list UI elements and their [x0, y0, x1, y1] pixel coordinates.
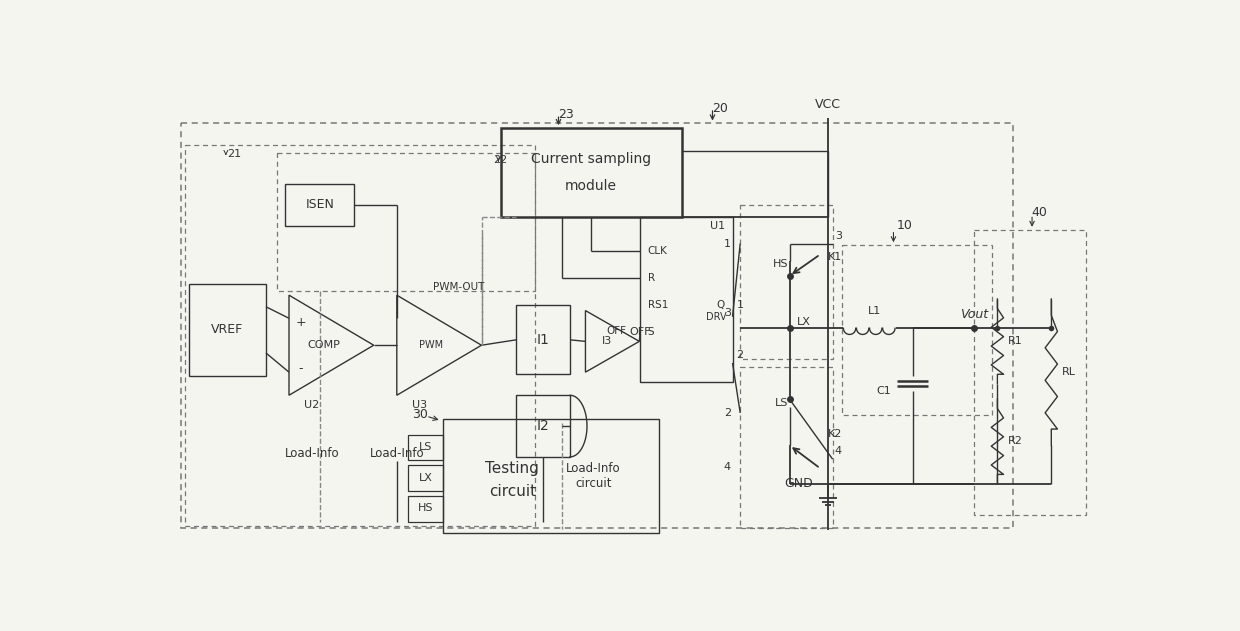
Text: 3: 3: [724, 308, 730, 318]
Bar: [842, 245, 992, 415]
Bar: [408, 435, 443, 460]
Text: PWM: PWM: [419, 340, 444, 350]
Text: 4: 4: [835, 447, 842, 456]
Text: 21: 21: [227, 150, 242, 159]
Text: RL: RL: [1063, 367, 1076, 377]
Text: 3: 3: [835, 231, 842, 241]
Text: GND: GND: [784, 477, 812, 490]
Text: circuit: circuit: [489, 484, 536, 499]
Text: LX: LX: [419, 473, 433, 483]
Text: 1: 1: [737, 300, 743, 310]
Bar: [640, 216, 733, 382]
Text: U2: U2: [305, 399, 320, 410]
Text: C1: C1: [877, 386, 892, 396]
Text: I1: I1: [537, 333, 549, 347]
Text: I3: I3: [601, 336, 613, 346]
Text: PWM-OUT: PWM-OUT: [433, 283, 484, 293]
Text: LS: LS: [775, 398, 787, 408]
Text: 2: 2: [737, 350, 744, 360]
Text: Load-Info: Load-Info: [370, 447, 424, 459]
Bar: [516, 395, 570, 457]
Text: R: R: [647, 273, 655, 283]
Bar: [188, 283, 265, 376]
Bar: [185, 145, 536, 526]
Text: Load-Info
circuit: Load-Info circuit: [565, 462, 620, 490]
Bar: [740, 205, 832, 359]
Bar: [408, 465, 443, 491]
Text: R1: R1: [1008, 336, 1023, 346]
Text: R2: R2: [1008, 437, 1023, 447]
Text: 4: 4: [724, 462, 730, 472]
Bar: [501, 128, 682, 216]
Text: 30: 30: [412, 408, 428, 421]
Text: LX: LX: [797, 317, 811, 327]
Text: 23: 23: [558, 108, 574, 121]
Text: RS1: RS1: [647, 300, 668, 310]
Bar: [443, 419, 658, 533]
Text: Current sampling: Current sampling: [531, 152, 651, 166]
Text: 40: 40: [1032, 206, 1048, 220]
Text: ISEN: ISEN: [305, 198, 335, 211]
Bar: [181, 124, 1013, 528]
Text: VREF: VREF: [211, 323, 243, 336]
Text: 10: 10: [897, 220, 913, 232]
Text: K1: K1: [828, 252, 842, 262]
Text: K2: K2: [828, 429, 842, 439]
Text: S: S: [647, 327, 655, 337]
Text: DRV: DRV: [706, 312, 727, 322]
Text: Q: Q: [717, 300, 725, 310]
Bar: [516, 305, 570, 374]
Text: L1: L1: [868, 306, 880, 316]
Bar: [278, 153, 536, 292]
Text: Testing: Testing: [485, 461, 539, 476]
Text: 22: 22: [494, 155, 508, 165]
Bar: [740, 367, 832, 529]
Text: 20: 20: [712, 102, 728, 115]
Text: module: module: [565, 179, 618, 193]
Text: COMP: COMP: [308, 340, 340, 350]
Text: OFF: OFF: [629, 327, 651, 337]
Bar: [975, 230, 1086, 515]
Text: HS: HS: [773, 259, 787, 269]
Text: I2: I2: [537, 419, 549, 433]
Text: LS: LS: [419, 442, 433, 452]
Text: HS: HS: [418, 504, 434, 514]
Text: Vout: Vout: [960, 308, 988, 321]
Bar: [285, 184, 355, 226]
Text: -: -: [299, 362, 303, 375]
Text: CLK: CLK: [647, 246, 667, 256]
Bar: [408, 496, 443, 522]
Text: 2: 2: [724, 408, 730, 418]
Text: U1: U1: [709, 221, 724, 231]
Text: OFF: OFF: [606, 326, 626, 336]
Text: Load-Info: Load-Info: [285, 447, 340, 459]
Text: 1: 1: [724, 239, 730, 249]
Text: +: +: [295, 316, 306, 329]
Text: U3: U3: [413, 399, 428, 410]
Text: VCC: VCC: [815, 98, 841, 112]
